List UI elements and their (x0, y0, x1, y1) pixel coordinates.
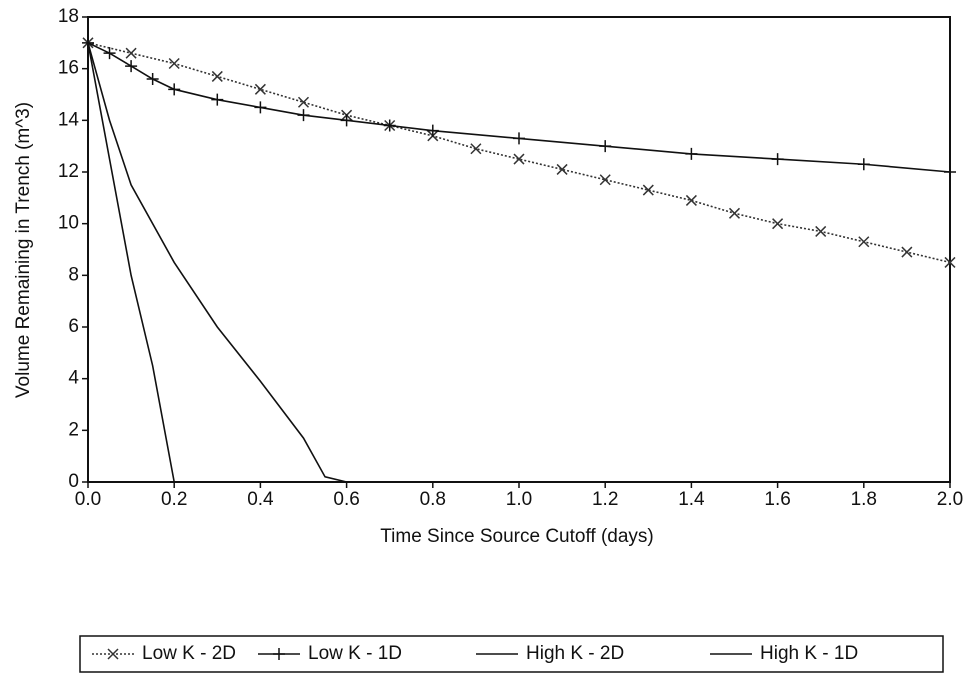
y-tick-label: 18 (58, 6, 79, 27)
y-tick-label: 4 (68, 368, 79, 389)
series-line (87, 42, 951, 173)
x-tick-label: 1.2 (592, 489, 618, 510)
marker (426, 124, 439, 137)
marker (340, 114, 353, 127)
marker (815, 225, 827, 237)
marker (297, 96, 310, 108)
marker (901, 246, 913, 258)
y-tick-label: 6 (68, 316, 79, 337)
series-line (87, 42, 951, 264)
marker (125, 60, 138, 73)
x-tick-label: 0.8 (420, 489, 446, 510)
marker (254, 83, 266, 95)
x-tick-label: 1.8 (851, 489, 877, 510)
y-tick-label: 14 (58, 109, 80, 130)
x-axis-label: Time Since Source Cutoff (days) (380, 526, 654, 547)
marker (857, 158, 870, 171)
marker (107, 648, 119, 660)
marker (168, 83, 181, 96)
x-tick-label: 2.0 (937, 489, 963, 510)
marker (685, 147, 698, 160)
y-tick-label: 16 (58, 58, 79, 79)
x-tick-label: 0.2 (161, 489, 187, 510)
marker (642, 184, 654, 196)
marker (944, 166, 956, 178)
legend-label: Low K - 1D (308, 643, 402, 664)
marker (513, 132, 525, 145)
y-tick-label: 8 (68, 264, 79, 285)
marker (599, 140, 612, 153)
marker (383, 119, 396, 132)
y-tick-label: 2 (68, 419, 79, 440)
marker (470, 143, 482, 155)
marker (103, 47, 116, 60)
y-tick-label: 0 (68, 471, 79, 492)
x-tick-label: 0.0 (75, 489, 101, 510)
marker (254, 101, 267, 114)
legend-label: High K - 1D (760, 643, 858, 664)
marker (728, 207, 741, 219)
marker (513, 153, 525, 165)
marker (273, 648, 285, 660)
marker (125, 47, 137, 59)
y-axis-label: Volume Remaining in Trench (m^3) (13, 102, 34, 398)
marker (771, 153, 784, 166)
marker (772, 218, 784, 230)
legend-label: High K - 2D (526, 643, 624, 664)
marker (168, 57, 180, 70)
series-line (87, 42, 175, 483)
marker (685, 194, 697, 206)
marker (556, 163, 568, 175)
legend-box (79, 635, 944, 673)
x-tick-label: 1.6 (764, 489, 790, 510)
x-tick-label: 1.0 (506, 489, 532, 510)
legend-label: Low K - 2D (142, 643, 236, 664)
marker (297, 109, 310, 122)
marker (858, 236, 870, 248)
series-line (87, 42, 347, 483)
x-tick-label: 1.4 (678, 489, 705, 510)
marker (599, 174, 611, 186)
marker (211, 93, 224, 106)
marker (944, 256, 956, 268)
x-tick-label: 0.4 (247, 489, 274, 510)
y-tick-label: 10 (58, 213, 79, 234)
marker (211, 70, 223, 82)
y-tick-label: 12 (58, 161, 79, 182)
marker (146, 73, 159, 85)
plot-frame (87, 16, 951, 483)
x-tick-label: 0.6 (333, 489, 359, 510)
